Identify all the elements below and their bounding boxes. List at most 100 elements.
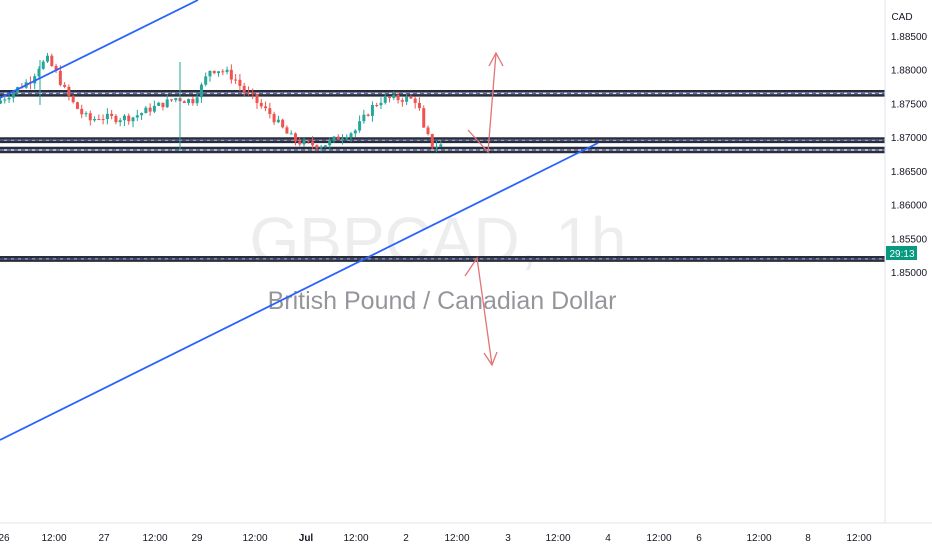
candle-body [366, 114, 370, 116]
candle-body [311, 141, 315, 146]
candle-body [323, 145, 327, 148]
candle-body [33, 76, 37, 84]
candle-body [349, 133, 353, 138]
time-tick-label: 12:00 [846, 533, 871, 544]
candle-body [439, 144, 443, 147]
candle-body [93, 119, 97, 121]
candle-body [174, 98, 178, 101]
price-tick-label: 1.85500 [891, 234, 928, 245]
trend-line-upper [0, 0, 199, 99]
arrow-up-head [488, 51, 504, 67]
candle-body [41, 61, 45, 69]
time-tick-label: 4 [605, 533, 611, 544]
time-tick-label: 12:00 [746, 533, 771, 544]
price-tick-label: 1.87500 [891, 99, 928, 110]
time-tick-label: 12:00 [545, 533, 570, 544]
candle-body [276, 119, 280, 123]
candle-body [413, 98, 417, 103]
time-tick-label: 3 [505, 533, 511, 544]
candle-body [122, 115, 126, 121]
price-tick-label: 1.86000 [891, 201, 928, 212]
candle-body [302, 140, 306, 145]
watermark-symbol: GBPCAD, 1h [249, 204, 626, 276]
watermark-description: British Pound / Canadian Dollar [268, 287, 617, 315]
candle-body [191, 99, 195, 104]
candle-body [225, 69, 229, 72]
candle-body [435, 146, 439, 148]
arrow-down-head [483, 351, 498, 367]
candle-body [264, 106, 268, 109]
candle-body [281, 119, 285, 128]
candle-body [319, 147, 323, 149]
candle-body [242, 85, 246, 92]
time-tick-label: 27 [98, 533, 110, 544]
candle-body [0, 100, 2, 104]
candles [0, 52, 443, 153]
candle-body [370, 104, 374, 116]
time-tick-label: 2 [403, 533, 409, 544]
candle-body [199, 84, 203, 98]
candle-body [105, 113, 109, 120]
candle-body [63, 84, 67, 87]
candle-body [234, 79, 238, 81]
candle-body [328, 140, 332, 146]
candle-body [229, 69, 233, 80]
candle-body [11, 92, 15, 98]
price-tick-label: 1.88500 [891, 32, 928, 43]
candle-body [336, 136, 340, 140]
candle-body [422, 108, 426, 128]
candle-body [208, 70, 212, 77]
time-tick-label: 26 [0, 533, 10, 544]
candle-body [110, 113, 114, 116]
candle-body [379, 102, 383, 106]
candle-body [289, 133, 293, 135]
projection-arrows[interactable] [464, 51, 504, 367]
time-tick-label: 12:00 [142, 533, 167, 544]
candle-body [417, 102, 421, 109]
candle-body [135, 115, 139, 118]
time-tick-label: 12:00 [343, 533, 368, 544]
time-tick-label: 8 [805, 533, 811, 544]
candle-body [131, 117, 135, 122]
candle-body [251, 92, 255, 95]
candle-body [426, 127, 430, 135]
time-tick-label: 12:00 [444, 533, 469, 544]
candle-body [341, 138, 344, 140]
candle-body [37, 68, 41, 77]
arrow-down [464, 256, 493, 366]
price-tick-label: 1.86500 [891, 167, 928, 178]
candle-body [157, 102, 161, 106]
candle-body [375, 104, 379, 106]
candle-body [152, 105, 156, 112]
time-tick-label: 12:00 [41, 533, 66, 544]
horizontal-zones[interactable] [0, 90, 885, 262]
candle-body [127, 115, 131, 122]
price-axis-ticks: 1.88500 1.88000 1.87500 1.87000 1.86500 1.860… [891, 32, 928, 279]
time-axis-ticks: 26 12:00 27 12:00 29 12:00 Jul 12:00 2 12:00 3 12:0… [0, 533, 872, 544]
time-tick-label: Jul [299, 533, 314, 544]
candle-body [221, 71, 225, 73]
trend-lines[interactable] [0, 0, 599, 441]
candle-body [298, 141, 302, 145]
candle-body [204, 76, 208, 85]
candle-body [392, 94, 396, 99]
countdown-label: 29:13 [889, 249, 914, 260]
trend-line-lower [0, 142, 599, 441]
candle-body [97, 119, 101, 121]
candle-body [84, 113, 88, 115]
price-tick-label: 1.88000 [891, 66, 928, 77]
candle-body [306, 140, 310, 142]
candle-body [353, 130, 357, 134]
candle-body [54, 65, 58, 71]
candle-body [409, 96, 413, 99]
candle-body [187, 99, 191, 104]
candle-body [430, 134, 434, 148]
price-tick-label: 1.87000 [891, 133, 928, 144]
candle-body [7, 97, 11, 100]
price-axis-background[interactable] [885, 0, 932, 550]
candle-body [212, 70, 216, 74]
price-tick-label: 1.85000 [891, 268, 928, 279]
candle-body [405, 96, 409, 102]
